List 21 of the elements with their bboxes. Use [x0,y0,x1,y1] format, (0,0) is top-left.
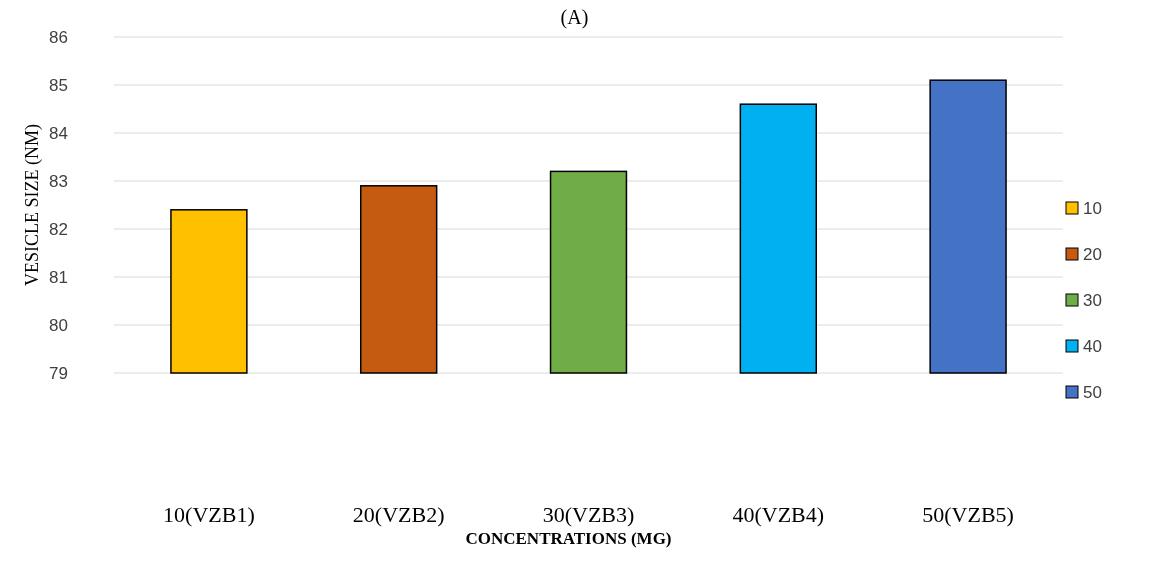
legend-label: 40 [1083,336,1102,356]
chart-title: (A) [560,6,589,29]
y-tick-label: 86 [49,27,68,47]
y-axis-title: VESICLE SIZE (NM) [22,124,43,286]
x-tick-label: 10(VZB1) [163,502,255,527]
y-tick-label: 82 [49,219,68,239]
legend-label: 50 [1083,382,1102,402]
y-tick-label: 79 [49,363,68,383]
y-tick-label: 83 [49,171,68,191]
x-axis-title: CONCENTRATIONS (MG) [465,529,672,548]
legend-label: 30 [1083,290,1102,310]
legend-label: 20 [1083,244,1102,264]
y-tick-label: 80 [49,315,68,335]
x-tick-label: 50(VZB5) [922,502,1014,527]
x-tick-label: 20(VZB2) [352,502,445,527]
y-tick-label: 85 [49,75,68,95]
y-tick-label: 84 [49,123,68,143]
y-tick-label: 81 [49,267,68,287]
legend-label: 10 [1083,198,1102,218]
x-tick-label: 30(VZB3) [542,502,635,527]
x-tick-label: 40(VZB4) [732,502,825,527]
